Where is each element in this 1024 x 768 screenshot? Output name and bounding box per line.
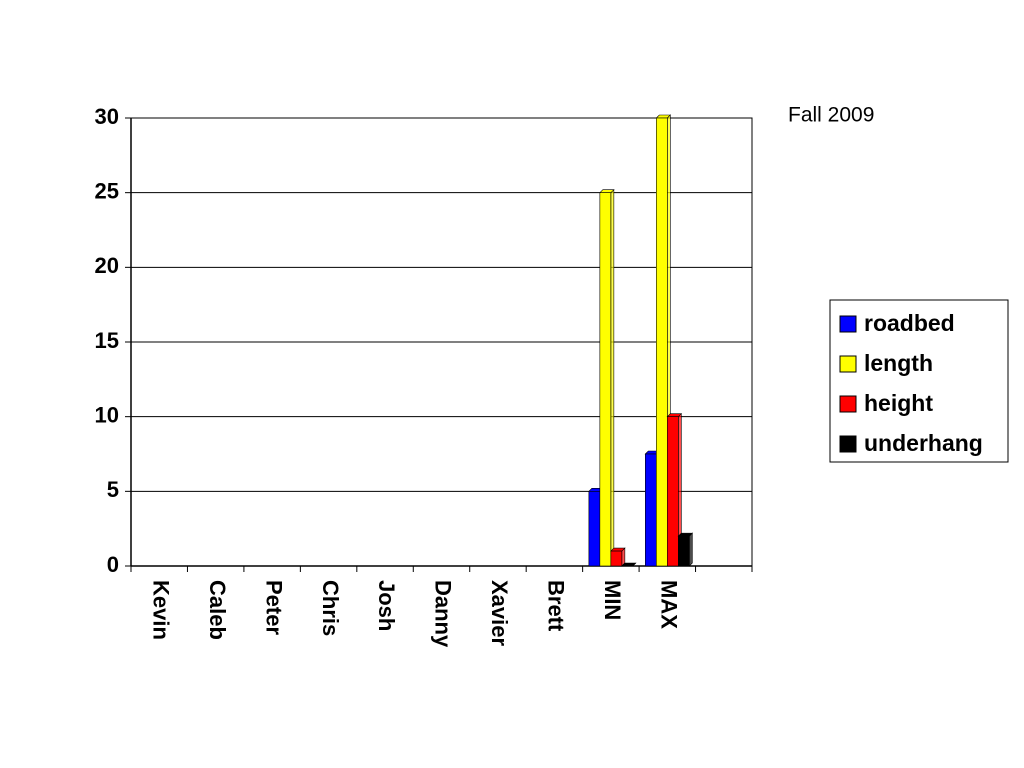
bar-top — [621, 562, 637, 567]
x-tick-label: MAX — [657, 580, 682, 629]
legend-swatch — [839, 315, 857, 333]
bar — [667, 416, 679, 567]
x-tick-label: Xavier — [487, 580, 512, 646]
y-tick-label: 20 — [95, 253, 119, 278]
y-tick-label: 25 — [95, 178, 119, 203]
legend-swatch — [839, 435, 857, 453]
x-tick-label: Chris — [318, 580, 343, 636]
bar — [678, 535, 690, 567]
x-tick-label: Caleb — [205, 580, 230, 640]
x-tick-label: Peter — [261, 580, 286, 635]
y-tick-label: 0 — [107, 552, 119, 577]
bar-side — [610, 188, 615, 567]
x-tick-label: Josh — [374, 580, 399, 631]
legend-swatch — [839, 355, 857, 373]
bar — [645, 453, 657, 567]
legend-label: height — [864, 390, 933, 416]
legend-label: roadbed — [864, 310, 955, 336]
annotation: Fall 2009 — [788, 104, 874, 127]
y-tick-label: 30 — [95, 104, 119, 129]
legend-box — [829, 299, 1009, 463]
bar-side — [689, 532, 693, 567]
bar — [656, 117, 668, 567]
y-tick-label: 15 — [95, 328, 119, 353]
bar — [599, 192, 612, 567]
legend-swatch — [839, 395, 857, 413]
x-tick-label: Danny — [431, 580, 456, 648]
legend-label: underhang — [864, 430, 983, 456]
x-tick-label: Kevin — [148, 580, 173, 640]
x-tick-label: MIN — [600, 580, 625, 620]
x-tick-label: Brett — [544, 580, 569, 632]
y-tick-label: 10 — [95, 402, 119, 427]
y-tick-label: 5 — [107, 477, 119, 502]
legend-label: length — [864, 350, 933, 376]
bar — [588, 491, 601, 567]
bar — [610, 550, 623, 567]
